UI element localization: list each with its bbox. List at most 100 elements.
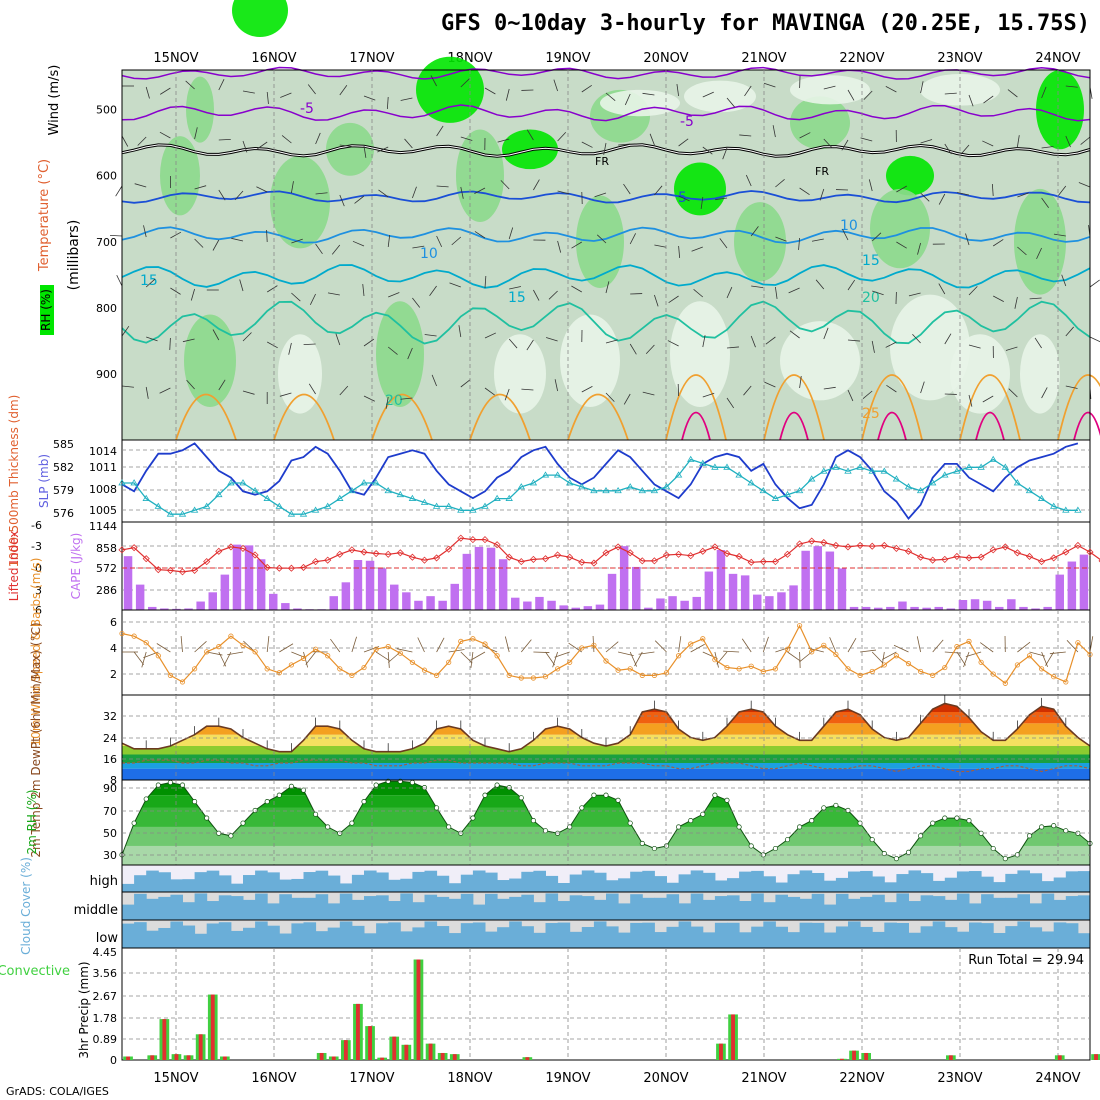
wind10-marker bbox=[905, 661, 912, 667]
cloud-bar bbox=[412, 927, 425, 948]
wind-barb bbox=[145, 278, 156, 288]
cloud-bar bbox=[364, 896, 377, 920]
wind-barb bbox=[702, 335, 706, 348]
thick-ytick-left: 582 bbox=[53, 461, 74, 474]
precip-legend-total: Total / Rain Convective bbox=[0, 964, 70, 979]
cloud-bar bbox=[122, 883, 135, 892]
lifted-index-marker bbox=[166, 566, 174, 574]
rh-legend-swatch bbox=[40, 285, 54, 335]
thickness-marker bbox=[154, 502, 163, 509]
cloud-bar bbox=[896, 893, 909, 920]
cloud-bar bbox=[630, 894, 643, 920]
wind-barb bbox=[938, 193, 946, 205]
wind-barb bbox=[497, 138, 510, 143]
cape-bar bbox=[1019, 606, 1028, 610]
cloud-bar bbox=[932, 880, 946, 892]
wind-barb bbox=[190, 288, 195, 301]
thickness-marker bbox=[541, 471, 550, 478]
cloud-bar bbox=[400, 893, 413, 920]
wind10-barb bbox=[554, 651, 570, 658]
cloud-bar bbox=[255, 921, 268, 948]
wind-barb bbox=[605, 392, 615, 402]
wind10-marker bbox=[930, 672, 936, 678]
cloud-bar bbox=[944, 899, 958, 920]
cloud-bar bbox=[1005, 873, 1018, 892]
wind-barb bbox=[722, 147, 728, 160]
wind10m-panel: 6 4 2 10m Wind Speed & Barbs (m/s) bbox=[29, 558, 1094, 746]
wind-barb bbox=[239, 279, 244, 292]
lifted-index-marker bbox=[251, 551, 259, 559]
wind-barb bbox=[412, 186, 417, 199]
lifted-index-marker bbox=[493, 541, 501, 549]
cape-bar bbox=[946, 608, 956, 610]
cloud-bar bbox=[811, 922, 825, 948]
wind-barb bbox=[1065, 135, 1071, 148]
cloud-bar bbox=[835, 877, 849, 892]
rh-shading bbox=[560, 314, 620, 407]
rh2m-marker bbox=[179, 782, 186, 788]
thickness-marker bbox=[759, 486, 768, 494]
cloud-bar bbox=[1029, 873, 1043, 892]
lifted-index-marker bbox=[856, 541, 864, 550]
wind10-marker bbox=[724, 664, 730, 671]
cloud-bar bbox=[799, 922, 813, 948]
temp2m-ytick: 16 bbox=[103, 753, 117, 766]
thickness-marker bbox=[1013, 479, 1022, 486]
cape-bar bbox=[619, 546, 629, 610]
wind10-marker bbox=[506, 672, 512, 678]
wind10-marker bbox=[567, 659, 573, 665]
wind10-barb bbox=[882, 651, 897, 660]
wind10-marker bbox=[917, 668, 924, 675]
cloud-bar bbox=[969, 922, 982, 948]
wind10-barb bbox=[1029, 651, 1046, 657]
thickness-marker bbox=[251, 486, 259, 494]
cape-bar bbox=[922, 607, 931, 610]
wind-barb bbox=[169, 337, 171, 351]
cloud-bar bbox=[182, 902, 196, 920]
wind10-marker bbox=[397, 650, 403, 656]
cloud-bar bbox=[170, 921, 183, 948]
wind-barb bbox=[363, 338, 375, 347]
wind-barb bbox=[1017, 246, 1027, 256]
contour-label: FR bbox=[815, 165, 829, 178]
rh2m-marker bbox=[966, 818, 972, 824]
lifted-index-marker bbox=[372, 549, 380, 558]
wind-barb bbox=[982, 140, 994, 147]
wind10-marker bbox=[409, 659, 415, 665]
cloud-bar bbox=[751, 870, 764, 892]
cape-bar bbox=[1043, 606, 1052, 610]
cloud-bar bbox=[920, 895, 934, 920]
cape-bar bbox=[523, 601, 532, 610]
wind-barb bbox=[719, 238, 728, 249]
wind-barb bbox=[702, 91, 714, 98]
wind-barb bbox=[431, 374, 437, 387]
precip-ylabel: 3hr Precip (mm) bbox=[77, 961, 91, 1058]
wind-barb bbox=[354, 195, 365, 204]
wind-barb bbox=[378, 189, 389, 198]
cloud-bar bbox=[339, 883, 353, 892]
wind-barb bbox=[352, 240, 365, 247]
cloud-bar bbox=[823, 932, 837, 948]
wind-barb bbox=[917, 242, 921, 255]
cloud-bar bbox=[666, 882, 680, 892]
cape-bar bbox=[1079, 554, 1089, 610]
lifted-ylabel: Lifted Index bbox=[7, 531, 21, 602]
cloud-bar bbox=[618, 878, 631, 892]
contour-10 bbox=[121, 226, 1091, 244]
wind10-barb bbox=[654, 640, 667, 653]
rh2m-marker bbox=[942, 815, 948, 821]
precip-conv-bar bbox=[222, 1056, 227, 1060]
wind-barb bbox=[335, 333, 341, 346]
lifted-index-marker bbox=[541, 555, 550, 563]
precip-conv-bar bbox=[852, 1050, 856, 1060]
wind-barb bbox=[424, 334, 437, 337]
wind-barb bbox=[115, 185, 123, 197]
rh-shading bbox=[600, 89, 680, 117]
wind-barb bbox=[1080, 136, 1091, 145]
wind-barb bbox=[267, 341, 278, 349]
wind10-barb bbox=[847, 637, 857, 653]
precip-conv-bar bbox=[404, 1044, 409, 1060]
contour-25 bbox=[469, 393, 531, 441]
lifted-index-marker bbox=[904, 547, 913, 555]
wind-barb bbox=[860, 137, 873, 142]
